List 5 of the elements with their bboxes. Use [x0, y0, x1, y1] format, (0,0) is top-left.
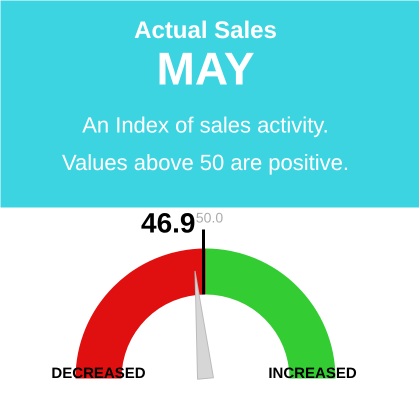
- chart-title: Actual Sales: [134, 17, 277, 44]
- text: 50.0: [196, 210, 224, 226]
- chart-subtitle: MAY: [156, 42, 254, 94]
- text: An Index of sales activity. Values above 50 are positive.: [62, 112, 349, 175]
- text: 46.9: [141, 208, 196, 238]
